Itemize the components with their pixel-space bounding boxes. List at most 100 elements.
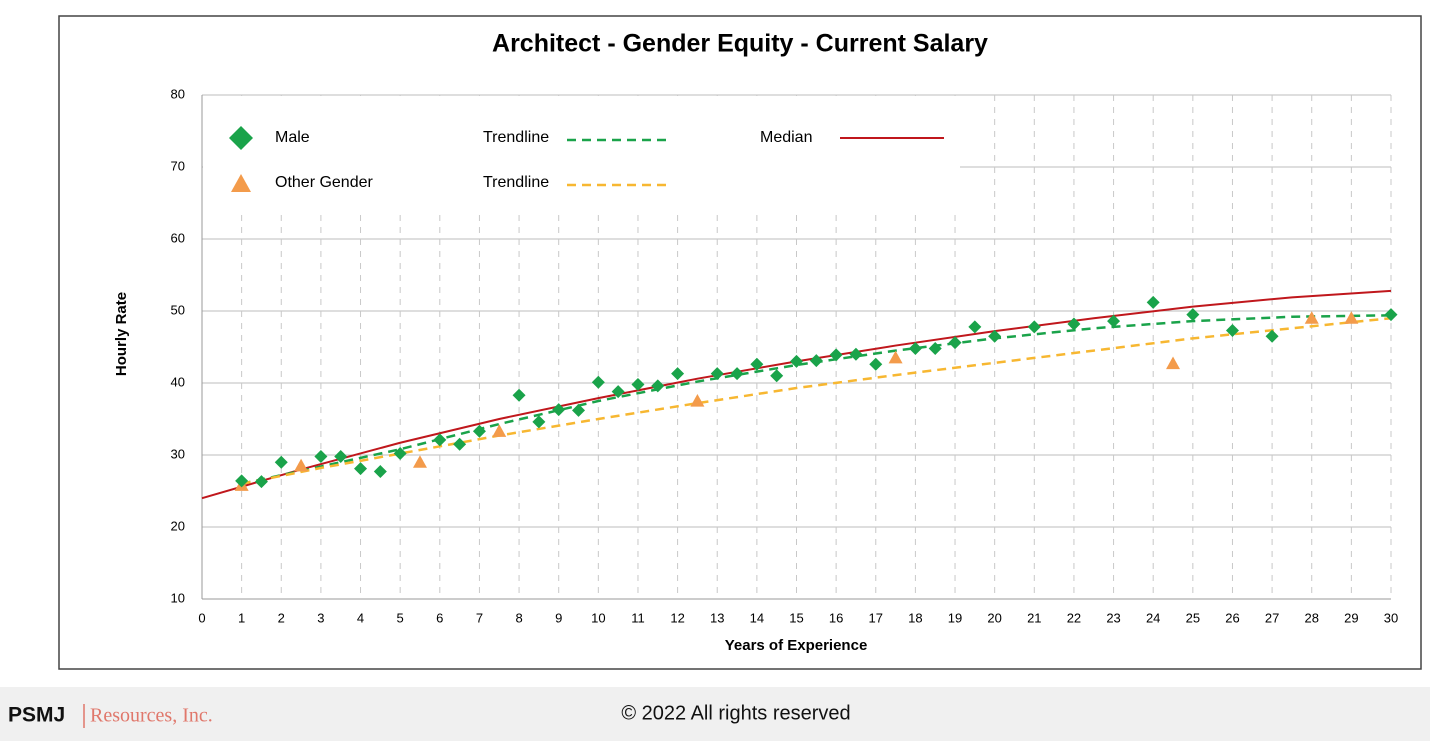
point [1166, 356, 1181, 370]
point [849, 347, 863, 361]
point [690, 394, 705, 407]
x-tick-label: 9 [555, 610, 562, 625]
point [611, 385, 625, 399]
point [492, 424, 507, 437]
x-tick-label: 6 [436, 610, 443, 625]
legend: Male Trendline Median Other Gender Trendline [203, 96, 960, 211]
point [809, 354, 823, 368]
point [908, 341, 922, 355]
point [770, 369, 784, 383]
x-tick-label: 3 [317, 610, 324, 625]
y-tick-label: 50 [171, 302, 185, 317]
y-axis-label: Hourly Rate [113, 292, 130, 376]
x-tick-label: 21 [1027, 610, 1041, 625]
legend-marker [231, 174, 251, 192]
chart-title: Architect - Gender Equity - Current Sala… [492, 30, 988, 58]
legend-label: Trendline [483, 129, 549, 146]
x-tick-label: 12 [670, 610, 684, 625]
point [552, 403, 566, 417]
x-tick-label: 23 [1106, 610, 1120, 625]
point [235, 474, 249, 488]
x-tick-label: 22 [1067, 610, 1081, 625]
point [968, 320, 982, 334]
point [472, 424, 486, 438]
point [572, 403, 586, 417]
x-tick-label: 16 [829, 610, 843, 625]
point [1265, 329, 1279, 343]
y-tick-label: 10 [171, 590, 185, 605]
point [512, 388, 526, 402]
point [294, 458, 309, 472]
point [928, 341, 942, 355]
point [730, 367, 744, 381]
point [671, 367, 685, 381]
point [1304, 311, 1319, 324]
footer-copyright: © 2022 All rights reserved [621, 702, 850, 724]
x-tick-label: 24 [1146, 610, 1160, 625]
point [373, 465, 387, 479]
point [433, 433, 447, 447]
point [532, 415, 546, 429]
point [948, 336, 962, 350]
x-tick-label: 29 [1344, 610, 1358, 625]
x-tick-label: 18 [908, 610, 922, 625]
point [1146, 295, 1160, 309]
point [1027, 320, 1041, 334]
x-tick-label: 30 [1384, 610, 1398, 625]
point [1384, 308, 1398, 322]
x-tick-label: 8 [515, 610, 522, 625]
x-tick-label: 0 [198, 610, 205, 625]
point [1067, 317, 1081, 331]
x-tick-label: 14 [750, 610, 764, 625]
point [869, 357, 883, 371]
x-tick-label: 13 [710, 610, 724, 625]
point [412, 455, 427, 468]
y-tick-label: 80 [171, 86, 185, 101]
point [393, 447, 407, 461]
legend-label: Median [760, 129, 812, 146]
point [988, 329, 1002, 343]
point [750, 357, 764, 371]
legend-marker [229, 126, 253, 150]
trendline [241, 316, 1392, 486]
x-tick-label: 28 [1304, 610, 1318, 625]
y-tick-label: 70 [171, 158, 185, 173]
x-tick-label: 15 [789, 610, 803, 625]
y-tick-label: 60 [171, 230, 185, 245]
point [591, 375, 605, 389]
x-tick-label: 7 [476, 610, 483, 625]
legend-box [203, 96, 960, 211]
x-tick-label: 2 [278, 610, 285, 625]
y-tick-label: 40 [171, 374, 185, 389]
point [314, 449, 328, 463]
point [710, 367, 724, 381]
legend-label: Male [275, 129, 310, 146]
point [453, 437, 467, 451]
x-tick-label: 20 [987, 610, 1001, 625]
x-tick-label: 4 [357, 610, 364, 625]
x-axis-label: Years of Experience [725, 637, 868, 654]
point [888, 350, 903, 364]
legend-label: Trendline [483, 174, 549, 191]
point [334, 449, 348, 463]
y-tick-label: 20 [171, 518, 185, 533]
x-tick-label: 26 [1225, 610, 1239, 625]
plot [201, 289, 1398, 500]
point [631, 377, 645, 391]
x-tick-label: 5 [397, 610, 404, 625]
x-tick-label: 19 [948, 610, 962, 625]
point [651, 379, 665, 393]
x-tick-label: 10 [591, 610, 605, 625]
point [354, 462, 368, 476]
x-tick-label: 27 [1265, 610, 1279, 625]
point [829, 348, 843, 362]
point [1225, 323, 1239, 337]
legend-label: Other Gender [275, 174, 374, 191]
x-tick-label: 25 [1186, 610, 1200, 625]
point [790, 354, 803, 368]
footer-brand: PSMJ [8, 704, 65, 727]
point [1107, 314, 1121, 328]
point [274, 455, 288, 469]
